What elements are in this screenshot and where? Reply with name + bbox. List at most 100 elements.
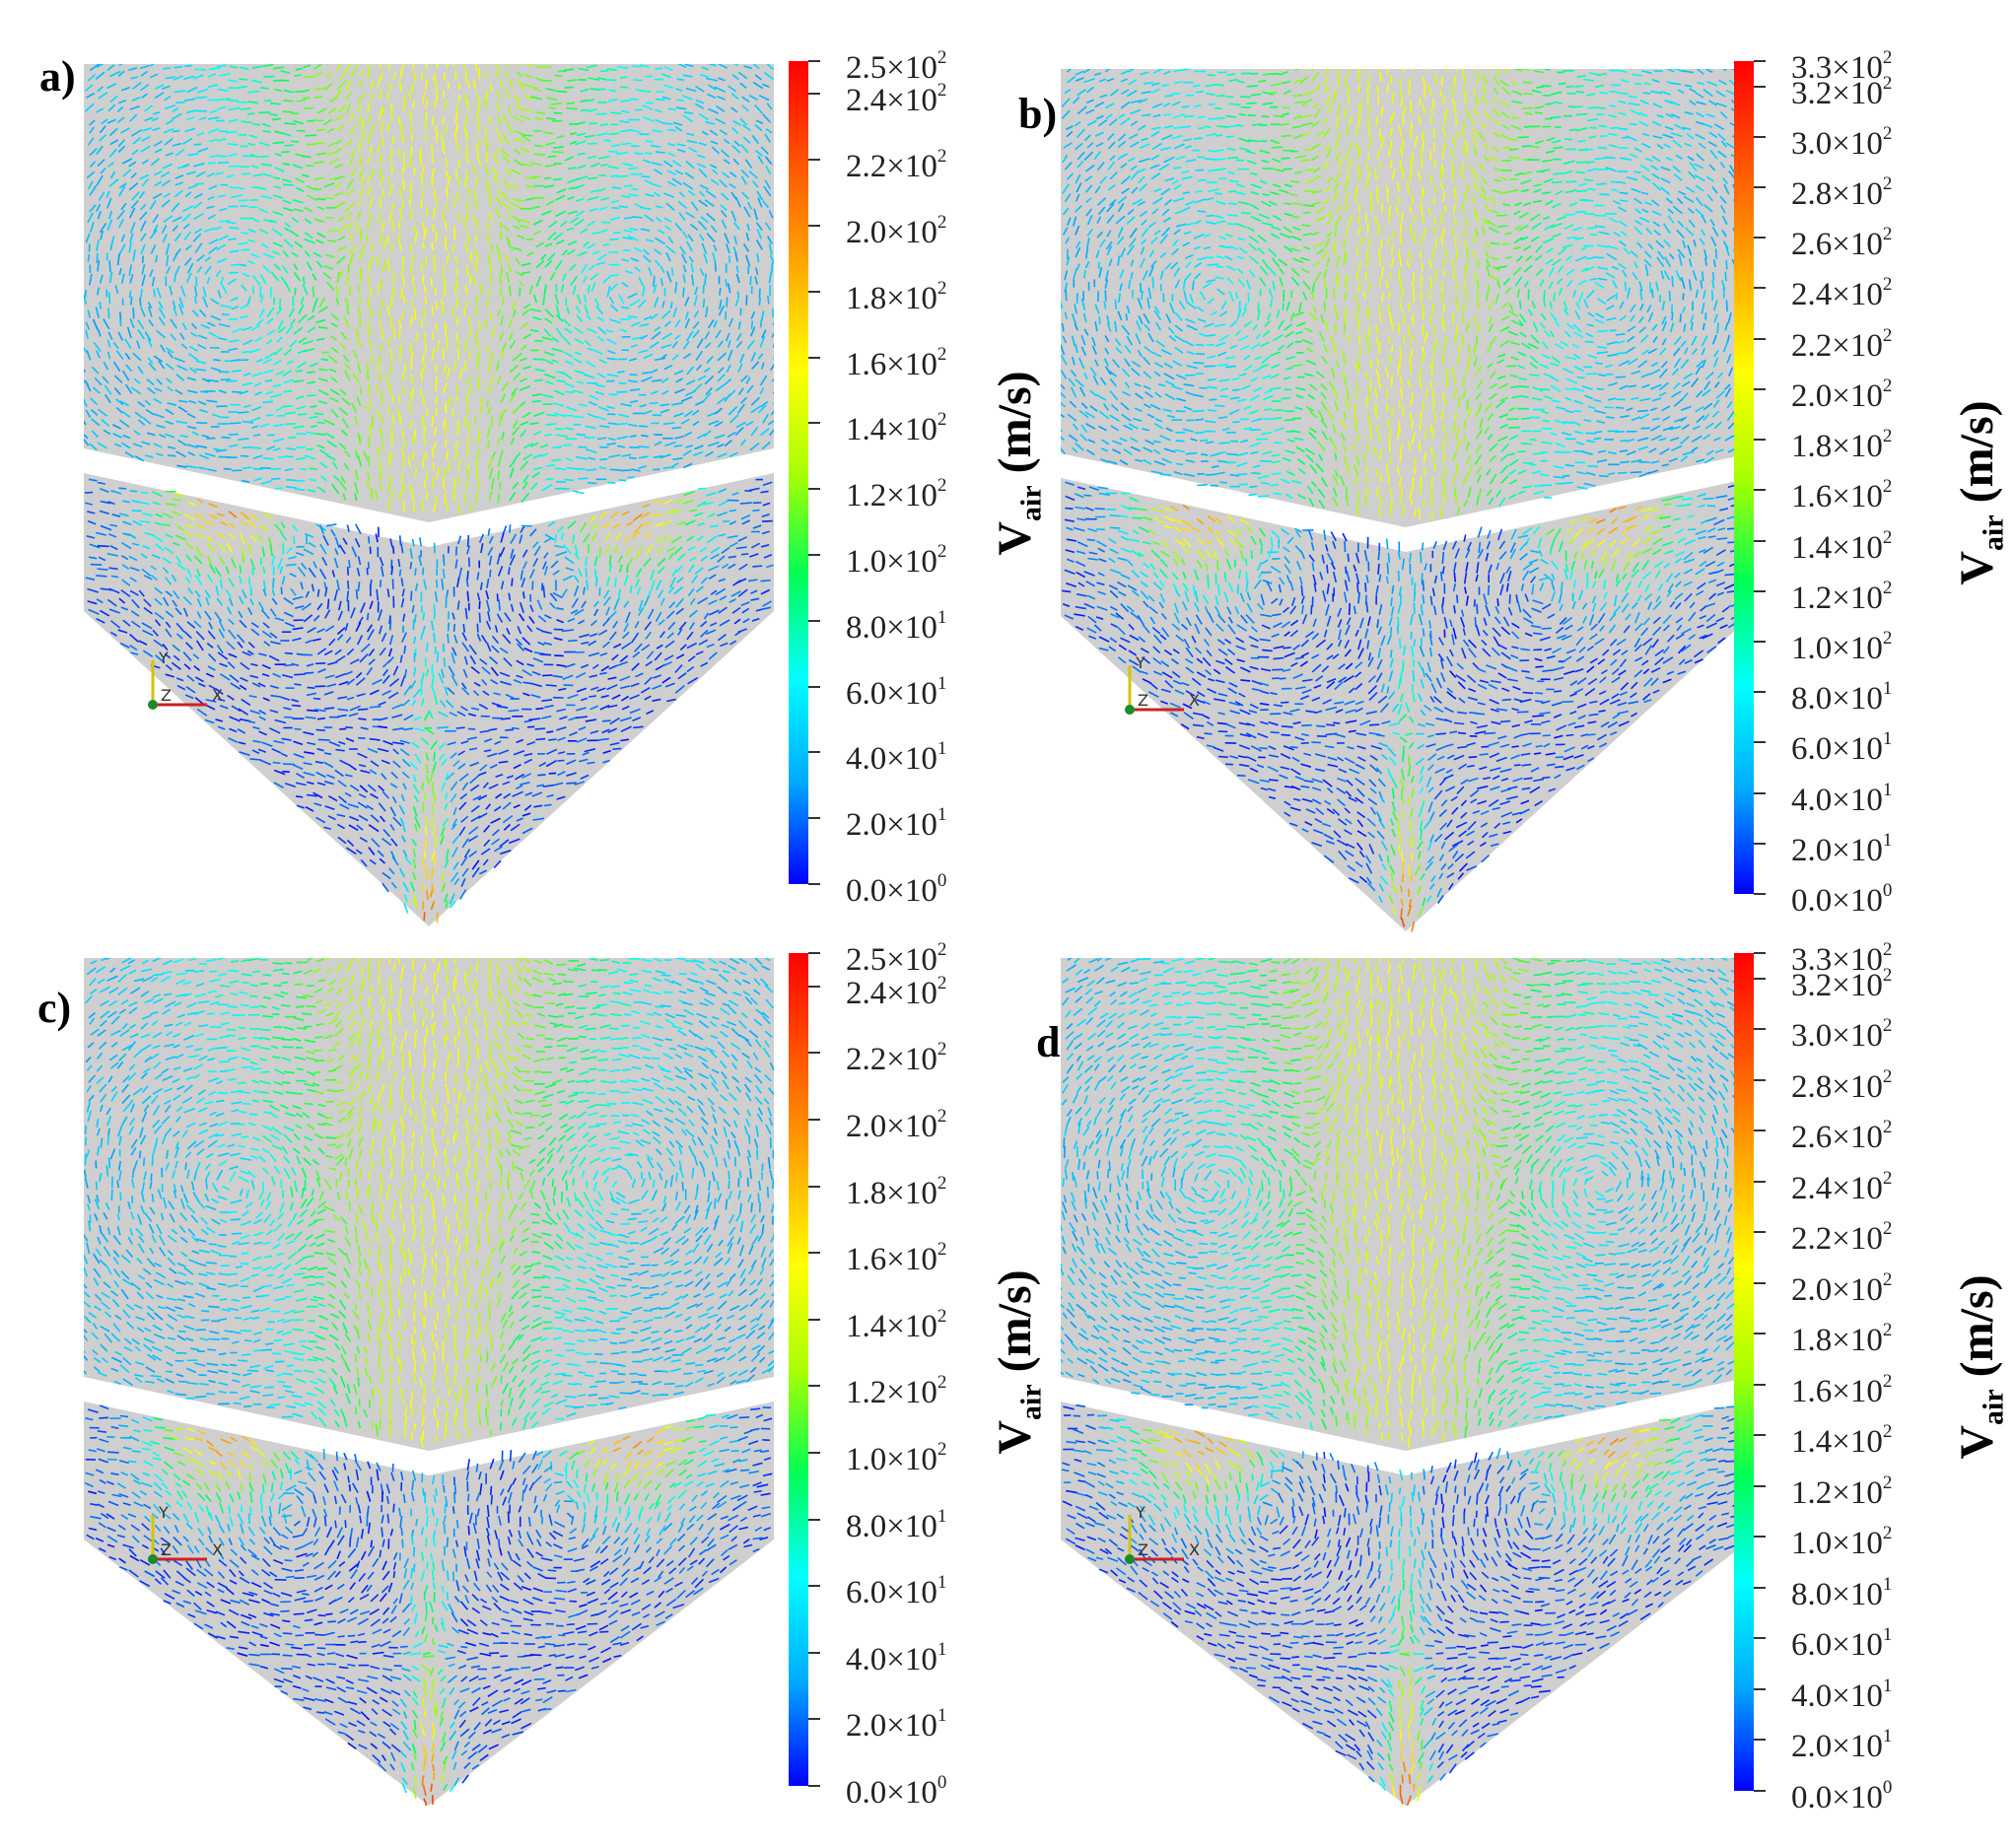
colorbar-tick-label: 2.0×101: [846, 1705, 947, 1745]
colorbar-tick-label: 1.0×102: [846, 1439, 947, 1477]
axis-triad-label-z: Z: [1138, 1540, 1148, 1559]
axis-triad-label-x: X: [212, 1540, 223, 1559]
colorbar-tick-label: 2.8×102: [1791, 173, 1893, 213]
colorbar-tick-label: 6.0×101: [846, 672, 947, 712]
colorbar-tick-mark: [1754, 842, 1766, 845]
colorbar-tick-label: 2.2×102: [1791, 1218, 1893, 1258]
colorbar-tick-mark: [1754, 387, 1766, 390]
colorbar-tick-mark: [1754, 85, 1766, 88]
colorbar-tick-mark: [1754, 1180, 1766, 1183]
colorbar-tick-label: 2.0×102: [846, 212, 947, 250]
axis-triad-icon: YZ X: [148, 1503, 223, 1564]
colorbar-tick-label: 2.0×102: [1791, 1268, 1893, 1308]
upper-chamber: [84, 64, 774, 522]
colorbar-tick-label: 1.2×102: [1791, 577, 1893, 616]
colorbar-tick-label: 4.0×101: [846, 1638, 947, 1677]
colorbar-tick-mark: [808, 1385, 820, 1388]
colorbar-tick-mark: [808, 817, 820, 820]
colorbar-tick-label: 2.4×102: [846, 972, 947, 1011]
colorbar-tick-mark: [1754, 60, 1766, 62]
colorbar-tick-label: 2.8×102: [1791, 1065, 1893, 1105]
colorbar-tick-label: 3.0×102: [1791, 1015, 1893, 1055]
colorbar-tick-mark: [1754, 952, 1766, 954]
axis-triad-label-z: Z: [161, 686, 172, 705]
axis-triad-label-y: Y: [1135, 1503, 1146, 1522]
colorbar-title: Vair (m/s): [1951, 1274, 2010, 1460]
velocity-vector-field: YZ X: [84, 958, 774, 1807]
colorbar-tick-mark: [808, 554, 820, 556]
colorbar-tick-mark: [1754, 1028, 1766, 1031]
colorbar-tick-mark: [1754, 439, 1766, 442]
colorbar-tick-label: 3.3×102: [1791, 47, 1893, 86]
colorbar-tick-mark: [808, 883, 820, 885]
colorbar: 3.3×102 3.2×102 3.0×102 2.8×102 2.6×102 2.4×1…: [1734, 939, 1892, 1815]
colorbar-tick-label: 2.0×102: [846, 1106, 947, 1144]
colorbar: 2.5×102 2.4×102 2.2×102 2.0×102 1.8×102 1.6×1…: [789, 939, 946, 1811]
colorbar-tick-mark: [1754, 791, 1766, 794]
colorbar-tick-mark: [1754, 186, 1766, 189]
axis-triad-icon: YZ X: [1125, 653, 1200, 715]
colorbar-tick-label: 1.8×102: [846, 277, 947, 316]
axis-triad-label-x: X: [1189, 1540, 1200, 1559]
hopper-chamber: [84, 1402, 774, 1806]
colorbar-tick-label: 8.0×101: [846, 1505, 947, 1544]
axis-triad-label-y: Y: [158, 649, 169, 667]
colorbar-tick-mark: [1754, 1739, 1766, 1742]
colorbar-tick-mark: [808, 1252, 820, 1255]
colorbar-tick-label: 2.4×102: [1791, 274, 1893, 313]
colorbar-tick-mark: [808, 60, 820, 62]
colorbar-tick-mark: [808, 619, 820, 622]
colorbar-tick-label: 1.6×102: [1791, 1370, 1893, 1409]
colorbar-tick-label: 1.4×102: [1791, 1421, 1893, 1461]
colorbar-tick-label: 1.8×102: [1791, 1320, 1893, 1359]
colorbar-tick-mark: [808, 1185, 820, 1188]
colorbar-tick-mark: [808, 1452, 820, 1454]
colorbar-tick-label: 2.2×102: [1791, 324, 1893, 364]
colorbar-tick-label: 1.8×102: [846, 1172, 947, 1211]
colorbar-tick-label: 1.0×102: [846, 541, 947, 580]
colorbar-tick-label: 4.0×101: [846, 738, 947, 778]
colorbar-tick-mark: [1754, 1231, 1766, 1234]
colorbar-tick-mark: [808, 356, 820, 359]
velocity-vector-field: YZ X: [1061, 69, 1751, 932]
colorbar-tick-mark: [1754, 589, 1766, 592]
colorbar-tick-mark: [808, 1585, 820, 1588]
axis-triad-label-y: Y: [158, 1503, 169, 1522]
colorbar-tick-mark: [1754, 489, 1766, 492]
colorbar: 3.3×102 3.2×102 3.0×102 2.8×102 2.6×102 2.4×1…: [1734, 47, 1892, 919]
colorbar-tick-label: 2.0×101: [1791, 829, 1893, 868]
colorbar-tick-label: 1.4×102: [846, 1305, 947, 1344]
colorbar-tick-label: 6.0×101: [1791, 1624, 1893, 1664]
colorbar-tick-label: 3.0×102: [1791, 122, 1893, 162]
colorbar: 2.5×102 2.4×102 2.2×102 2.0×102 1.8×102 1.6×1…: [789, 47, 946, 909]
colorbar-tick-mark: [1754, 1637, 1766, 1640]
axis-triad-label-z: Z: [161, 1540, 172, 1559]
colorbar-tick-label: 2.0×101: [1791, 1726, 1893, 1765]
axis-triad-label-x: X: [212, 686, 223, 705]
colorbar-tick-mark: [808, 1785, 820, 1787]
colorbar-tick-mark: [808, 1052, 820, 1055]
colorbar-tick-label: 1.0×102: [1791, 1523, 1893, 1562]
colorbar-tick-mark: [808, 290, 820, 293]
colorbar-tick-mark: [808, 952, 820, 954]
colorbar-tick-label: 2.2×102: [846, 1039, 947, 1078]
panel-label: b): [1018, 90, 1058, 138]
velocity-vector-field: Y Z X: [84, 64, 774, 926]
colorbar-tick-mark: [1754, 1333, 1766, 1335]
colorbar-tick-label: 4.0×101: [1791, 1675, 1893, 1714]
vector-glyphs: [1061, 958, 1751, 1807]
colorbar-tick-label: 1.2×102: [846, 1372, 947, 1411]
vector-glyphs: [84, 958, 774, 1807]
colorbar-tick-label: 6.0×101: [1791, 728, 1893, 768]
colorbar-tick-label: 2.5×102: [846, 939, 947, 978]
colorbar-tick-mark: [1754, 741, 1766, 744]
colorbar-tick-mark: [1754, 337, 1766, 340]
colorbar-tick-mark: [1754, 1434, 1766, 1437]
colorbar-tick-mark: [1754, 1687, 1766, 1690]
axis-triad-label-y: Y: [1135, 653, 1146, 672]
colorbar-tick-label: 0.0×100: [1791, 1777, 1893, 1815]
colorbar-tick-label: 6.0×101: [846, 1572, 947, 1611]
